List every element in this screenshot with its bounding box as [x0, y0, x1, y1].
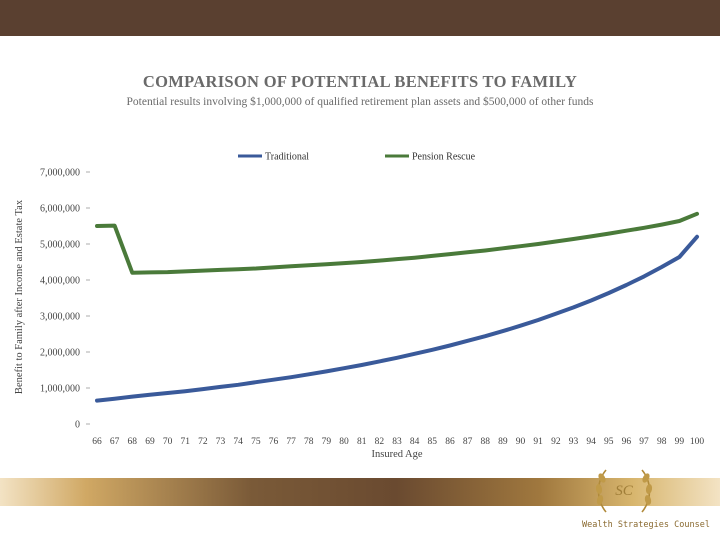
x-tick-label: 89	[498, 437, 508, 447]
x-tick-label: 85	[428, 437, 438, 447]
footer-brand: Wealth Strategies Counsel	[582, 520, 710, 530]
logo-monogram: SC	[615, 483, 634, 499]
x-tick-label: 96	[622, 437, 632, 447]
x-tick-label: 95	[604, 437, 614, 447]
x-tick-label: 80	[339, 437, 349, 447]
y-tick-label: 0	[75, 420, 80, 431]
y-axis: 0 1,000,000 2,000,000 3,000,000 4,000,000 5,0…	[40, 168, 90, 431]
x-tick-label: 79	[322, 437, 332, 447]
x-tick-label: 84	[410, 437, 420, 447]
x-axis-label: Insured Age	[371, 449, 422, 460]
x-tick-label: 92	[551, 437, 561, 447]
y-tick-label: 2,000,000	[40, 348, 80, 359]
x-tick-label: 94	[586, 437, 596, 447]
y-tick-label: 5,000,000	[40, 240, 80, 251]
x-tick-label: 66	[92, 437, 102, 447]
y-tick-label: 7,000,000	[40, 168, 80, 179]
x-tick-label: 100	[690, 437, 705, 447]
x-tick-label: 97	[639, 437, 649, 447]
x-tick-label: 67	[110, 437, 120, 447]
wreath-logo-icon: SC	[595, 469, 653, 513]
x-tick-label: 81	[357, 437, 367, 447]
x-tick-label: 93	[569, 437, 579, 447]
x-tick-label: 77	[286, 437, 296, 447]
benefits-line-chart: 0 1,000,000 2,000,000 3,000,000 4,000,000 5,0…	[14, 152, 704, 461]
x-tick-label: 86	[445, 437, 455, 447]
x-tick-label: 99	[675, 437, 685, 447]
x-tick-label: 72	[198, 437, 208, 447]
x-tick-label: 82	[375, 437, 385, 447]
series-line-pension-rescue	[95, 211, 699, 275]
x-tick-label: 70	[163, 437, 173, 447]
chart-title: COMPARISON OF POTENTIAL BENEFITS TO FAMI…	[142, 72, 578, 91]
x-tick-label: 71	[180, 437, 190, 447]
series-line-traditional	[95, 234, 699, 403]
x-tick-label: 90	[516, 437, 526, 447]
chart-subtitle: Potential results involving $1,000,000 o…	[126, 96, 594, 108]
legend-label: Traditional	[265, 152, 309, 163]
x-tick-label: 83	[392, 437, 402, 447]
x-tick-label: 75	[251, 437, 261, 447]
x-tick-label: 78	[304, 437, 314, 447]
x-tick-label: 76	[269, 437, 279, 447]
legend-label: Pension Rescue	[412, 152, 476, 163]
y-axis-label: Benefit to Family after Income and Estat…	[14, 199, 25, 394]
x-tick-label: 73	[216, 437, 226, 447]
y-tick-label: 4,000,000	[40, 276, 80, 287]
y-tick-label: 3,000,000	[40, 312, 80, 323]
y-tick-label: 6,000,000	[40, 204, 80, 215]
y-tick-label: 1,000,000	[40, 384, 80, 395]
x-tick-label: 69	[145, 437, 155, 447]
x-tick-label: 91	[533, 437, 543, 447]
x-axis: 66 67 68 69 70 71 72 73 74 75 76 77 78 79 80 81 82 83 84 85…	[92, 437, 704, 447]
x-tick-label: 68	[128, 437, 138, 447]
x-tick-label: 74	[233, 437, 243, 447]
x-tick-label: 98	[657, 437, 667, 447]
header-bar	[0, 0, 720, 36]
x-tick-label: 87	[463, 437, 473, 447]
legend: Traditional Pension Rescue	[238, 152, 476, 163]
x-tick-label: 88	[480, 437, 490, 447]
series-lines	[95, 211, 699, 403]
